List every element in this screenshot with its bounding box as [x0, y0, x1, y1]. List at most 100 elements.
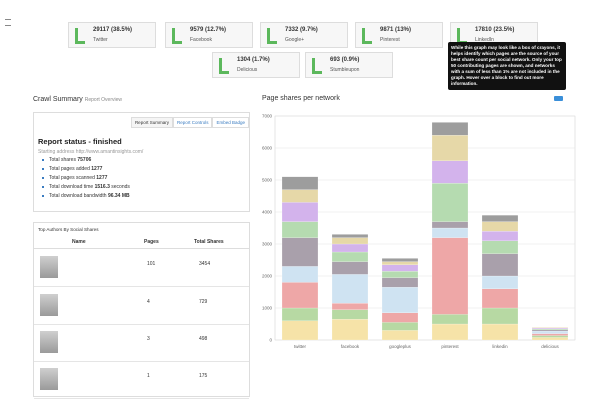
stat-label: Total download time	[49, 184, 94, 190]
bar-segment	[381, 271, 419, 278]
bar-segment	[431, 183, 469, 222]
stat-card: 693 (0.9%) Stumbleupon	[305, 52, 393, 78]
bar-segment	[431, 323, 469, 341]
stat-label: Total shares	[49, 157, 76, 163]
bullet	[42, 167, 44, 170]
menu-icon[interactable]	[5, 19, 11, 26]
address: Starting address http://www.amantinsight…	[38, 149, 144, 155]
bar-segment	[381, 330, 419, 341]
card-value: 9871 (13%)	[380, 27, 412, 33]
total-shares: 175	[199, 373, 208, 379]
stat-row: Total shares 75706	[42, 157, 130, 166]
y-tick-label: 0	[269, 338, 272, 343]
bar-segment	[431, 135, 469, 161]
stat-card: 9871 (13%) Pinterest	[355, 22, 443, 48]
row-rule	[34, 286, 249, 287]
pages: 1	[147, 373, 150, 379]
tab[interactable]: Report Controls	[172, 117, 213, 128]
bar-segment	[531, 327, 569, 329]
stat-card: 29117 (38.5%) Twitter	[68, 22, 156, 48]
row-rule	[34, 324, 249, 325]
bar-segment	[281, 266, 319, 283]
x-tick-label: googleplus	[389, 344, 412, 349]
stat-value: 1277	[96, 175, 108, 181]
bar-segment	[381, 258, 419, 262]
bar-segment	[281, 189, 319, 203]
y-tick-label: 2000	[262, 274, 273, 279]
bar-segment	[431, 237, 469, 315]
bar-segment	[431, 160, 469, 184]
bar-segment	[331, 243, 369, 253]
stat-card: 1304 (1.7%) Delicious	[212, 52, 300, 78]
card-value: 9579 (12.7%)	[190, 27, 227, 33]
card-label: Google+	[285, 37, 305, 43]
bar-segment	[431, 122, 469, 136]
card-label: Twitter	[93, 37, 108, 43]
stat-row: Total pages scanned 1277	[42, 175, 130, 184]
bar-segment	[281, 202, 319, 222]
stat-label: Total pages scanned	[49, 175, 95, 181]
icon	[172, 28, 175, 44]
x-tick-label: delicious	[541, 344, 559, 349]
avatar	[40, 368, 58, 390]
stat-card: 9579 (12.7%) Facebook	[165, 22, 253, 48]
pages: 101	[147, 261, 156, 267]
card-label: Delicious	[237, 67, 258, 73]
column-header: Pages	[144, 239, 159, 245]
card-label: Facebook	[190, 37, 212, 43]
bar-segment	[381, 277, 419, 288]
x-tick-label: pinterest	[441, 344, 459, 349]
icon	[267, 41, 277, 44]
stat-card: 7332 (9.7%) Google+	[260, 22, 348, 48]
bar-segment	[281, 221, 319, 238]
column-header: Name	[72, 239, 86, 245]
bar-segment	[481, 240, 519, 254]
tab[interactable]: Embed Badge	[212, 117, 249, 128]
icon	[75, 28, 78, 44]
total-shares: 498	[199, 336, 208, 342]
y-tick-label: 5000	[262, 178, 273, 183]
card-value: 17810 (23.5%)	[475, 27, 515, 33]
y-tick-label: 6000	[262, 146, 273, 151]
bar-segment	[281, 320, 319, 341]
bullet	[42, 176, 44, 179]
x-tick-label: facebook	[341, 344, 360, 349]
bar-segment	[281, 176, 319, 190]
bar-segment	[531, 328, 569, 330]
stat-unit: seconds	[111, 184, 130, 190]
bar-segment	[281, 282, 319, 309]
bar-segment	[481, 323, 519, 341]
info-button[interactable]	[554, 96, 563, 101]
card-value: 1304 (1.7%)	[237, 57, 270, 63]
avatar	[40, 256, 58, 278]
bar-segment	[281, 307, 319, 321]
stat-row: Total pages added 1277	[42, 166, 130, 175]
stat-value: 1277	[91, 166, 103, 172]
row-rule	[34, 398, 249, 399]
bar-segment	[331, 251, 369, 262]
stat-value: 75706	[77, 157, 92, 163]
chart: 0 1000 2000 3000 4000 5000 6000 7000 twitter face…	[262, 114, 576, 349]
bar-segment	[331, 309, 369, 320]
bar-segment	[531, 335, 569, 338]
card-label: LinkedIn	[475, 37, 494, 43]
tab[interactable]: Report Summary	[130, 117, 173, 128]
stats: Total shares 75706 Total pages added 1277…	[42, 157, 130, 202]
bar-segment	[531, 337, 569, 341]
bar-segment	[481, 307, 519, 325]
bar-segment	[481, 221, 519, 232]
bullet	[42, 185, 44, 188]
status: Report status - finished	[38, 137, 122, 146]
card-value: 7332 (9.7%)	[285, 27, 318, 33]
row-rule	[34, 361, 249, 362]
icon	[267, 28, 270, 44]
icon	[219, 58, 222, 74]
summary-panel: Report Summary Report Controls Embed Badge…	[33, 112, 250, 212]
card-label: Pinterest	[380, 37, 400, 43]
x-tick-label: twitter	[294, 344, 307, 349]
subtitle: Report Overview	[84, 97, 122, 103]
icon	[312, 58, 315, 74]
icon	[75, 41, 85, 44]
y-tick-label: 3000	[262, 242, 273, 247]
